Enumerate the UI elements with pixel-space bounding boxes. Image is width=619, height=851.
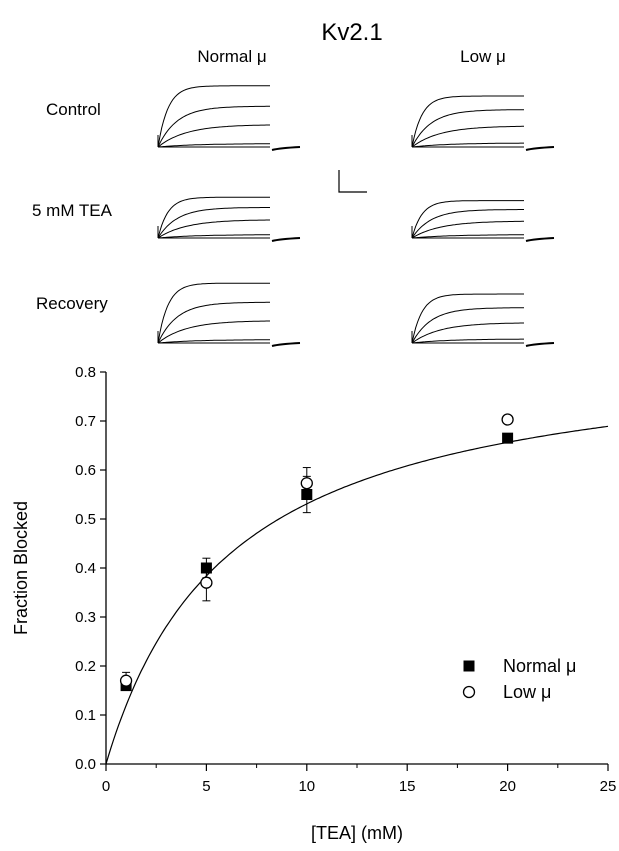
trace-set (157, 85, 301, 151)
tail-current (525, 146, 555, 151)
current-trace (157, 207, 270, 239)
tail-current (525, 237, 555, 242)
data-point (119, 674, 133, 687)
y-tick-label: 0.3 (75, 609, 96, 626)
current-trace (411, 322, 524, 344)
data-point (502, 432, 514, 444)
legend-marker (462, 685, 476, 699)
current-trace (411, 307, 524, 344)
scale-bar (338, 170, 367, 193)
current-trace (411, 142, 524, 148)
trace-set (411, 95, 555, 151)
tail-current (271, 146, 301, 151)
column-label-normal: Normal μ (197, 47, 266, 66)
current-trace (157, 219, 270, 239)
legend-label: Low μ (503, 682, 551, 702)
y-tick-label: 0.4 (75, 560, 96, 577)
tail-current (525, 342, 555, 347)
current-trace (157, 85, 270, 148)
legend-label: Normal μ (503, 656, 576, 676)
x-axis-label: [TEA] (mM) (311, 823, 403, 843)
current-trace (411, 338, 524, 344)
trace-set (157, 196, 301, 242)
current-trace (411, 234, 524, 239)
x-tick-label: 25 (600, 778, 617, 795)
data-point (200, 576, 213, 589)
current-trace (157, 282, 270, 344)
current-trace (157, 234, 270, 239)
y-tick-label: 0.5 (75, 511, 96, 528)
y-tick-label: 0.1 (75, 707, 96, 724)
x-tick-label: 10 (298, 778, 315, 795)
series-normal (120, 432, 514, 692)
fit-curve (105, 425, 609, 765)
current-trace (411, 200, 524, 239)
current-trace (157, 339, 270, 344)
current-trace (157, 124, 270, 148)
series-low (119, 413, 514, 690)
legend-marker (463, 660, 475, 672)
current-trace (157, 196, 270, 239)
y-axis-label: Fraction Blocked (11, 501, 31, 635)
data-point (501, 413, 514, 426)
current-trace (157, 301, 270, 344)
legend: Normal μ Low μ (462, 656, 576, 702)
trace-set (411, 200, 555, 242)
y-tick-label: 0.2 (75, 658, 96, 675)
y-tick-label: 0.7 (75, 413, 96, 430)
trace-set (157, 282, 301, 347)
x-tick-label: 5 (202, 778, 210, 795)
current-trace (411, 109, 524, 148)
current-trace (157, 105, 270, 148)
x-tick-label: 15 (399, 778, 416, 795)
current-trace (411, 125, 524, 148)
x-tick-label: 20 (499, 778, 516, 795)
column-label-low: Low μ (460, 47, 506, 66)
row-label-recovery: Recovery (36, 294, 108, 313)
current-trace (157, 143, 270, 148)
tail-current (271, 237, 301, 242)
x-tick-label: 0 (102, 778, 110, 795)
current-trace (411, 95, 524, 148)
y-tick-label: 0.6 (75, 462, 96, 479)
y-tick-label: 0.0 (75, 756, 96, 773)
current-trace (411, 293, 524, 344)
figure-title: Kv2.1 (321, 19, 382, 46)
current-traces (157, 85, 555, 347)
current-trace (157, 320, 270, 344)
dose-response-chart: 0.0 0.1 0.2 0.3 0.4 0.5 0.6 0.7 0.8 0 5 10 15 20 25 [TE… (11, 364, 616, 843)
row-label-control: Control (46, 100, 101, 119)
current-trace (411, 220, 524, 239)
data-point (300, 477, 313, 490)
tail-current (271, 342, 301, 347)
trace-set (411, 293, 555, 347)
current-trace (411, 209, 524, 239)
y-tick-label: 0.8 (75, 364, 96, 381)
row-label-tea: 5 mM TEA (32, 201, 113, 220)
